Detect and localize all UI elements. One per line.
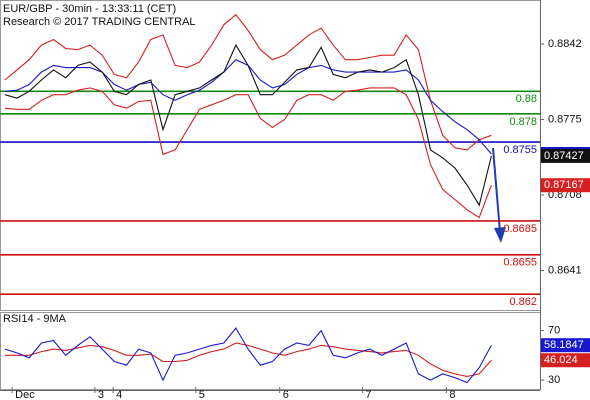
level-label: 0.862	[509, 296, 537, 308]
x-tick-label: 8	[449, 389, 455, 400]
level-label: 0.8685	[503, 223, 537, 235]
series-line	[4, 327, 492, 384]
x-tick-label: 7	[365, 389, 371, 400]
main-panel	[0, 0, 541, 311]
forecast-arrow	[492, 147, 506, 243]
last-value-label: 0.87167	[544, 179, 584, 191]
chart-title: EUR/GBP - 30min - 13:33:11 (CET)	[3, 3, 176, 15]
y-tick-label: 0.8641	[548, 264, 582, 276]
last-value-tag	[541, 148, 590, 163]
last-value-label: 0.87427	[544, 150, 584, 162]
y-tick-label: 70	[548, 324, 560, 336]
last-value-label: 58.1847	[544, 339, 584, 351]
last-value-label: 46.024	[544, 354, 578, 366]
x-tick-label: 3	[98, 389, 104, 400]
rsi-panel	[0, 312, 541, 390]
series-line	[4, 43, 492, 207]
x-tick-label: 6	[283, 389, 289, 400]
rsi-title: RSI14 - 9MA	[3, 313, 67, 325]
series-line	[4, 87, 492, 219]
last-value-tag	[541, 178, 590, 193]
y-tick-label: 0.8775	[548, 113, 582, 125]
x-tick-label: 4	[116, 389, 122, 400]
x-tick-label: Dec	[15, 389, 35, 400]
y-tick-label: 0.8842	[548, 38, 582, 50]
y-tick-label: 30	[548, 374, 560, 386]
last-value-tag	[541, 353, 590, 368]
level-label: 0.878	[509, 116, 537, 128]
level-label: 0.8755	[503, 144, 537, 156]
series-line	[4, 342, 492, 377]
series-line	[4, 59, 492, 155]
x-tick-label: 5	[199, 389, 205, 400]
last-value-tag	[541, 338, 590, 353]
series-line	[4, 13, 492, 151]
level-label: 0.88	[516, 93, 537, 105]
chart-subtitle: Research © 2017 TRADING CENTRAL	[3, 16, 196, 28]
level-label: 0.8655	[503, 257, 537, 269]
